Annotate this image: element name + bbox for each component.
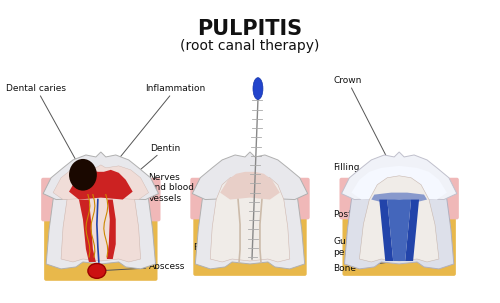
Text: File: File <box>194 239 253 251</box>
Polygon shape <box>43 152 158 200</box>
FancyBboxPatch shape <box>41 178 57 221</box>
Polygon shape <box>344 165 454 269</box>
Ellipse shape <box>385 211 403 223</box>
Text: Gutta
percha: Gutta percha <box>334 238 407 257</box>
Text: (root canal therapy): (root canal therapy) <box>180 39 320 53</box>
Ellipse shape <box>67 243 85 255</box>
Ellipse shape <box>51 225 67 237</box>
Text: Bone: Bone <box>334 257 421 273</box>
Ellipse shape <box>69 159 97 191</box>
FancyBboxPatch shape <box>44 193 158 281</box>
Text: Dentin: Dentin <box>122 144 181 185</box>
Polygon shape <box>360 176 439 262</box>
Ellipse shape <box>88 264 106 278</box>
Ellipse shape <box>52 202 74 216</box>
Ellipse shape <box>245 228 265 240</box>
Text: Abscess: Abscess <box>97 262 185 271</box>
FancyBboxPatch shape <box>443 178 459 219</box>
Polygon shape <box>69 170 132 200</box>
FancyBboxPatch shape <box>294 178 310 219</box>
FancyBboxPatch shape <box>342 193 456 276</box>
Ellipse shape <box>409 201 429 215</box>
Polygon shape <box>220 172 280 200</box>
Ellipse shape <box>253 78 263 99</box>
Polygon shape <box>46 165 156 269</box>
Text: Post: Post <box>334 210 411 224</box>
Polygon shape <box>210 173 290 262</box>
Ellipse shape <box>200 225 216 237</box>
Polygon shape <box>192 152 308 200</box>
Polygon shape <box>196 165 304 269</box>
Ellipse shape <box>87 211 105 223</box>
Text: PULPITIS: PULPITIS <box>198 19 302 39</box>
Polygon shape <box>79 200 96 262</box>
Ellipse shape <box>419 224 435 234</box>
Ellipse shape <box>202 202 223 216</box>
Ellipse shape <box>394 228 414 240</box>
FancyBboxPatch shape <box>194 193 306 276</box>
Ellipse shape <box>216 243 234 255</box>
Polygon shape <box>61 173 140 262</box>
Ellipse shape <box>406 246 422 256</box>
Ellipse shape <box>350 225 366 237</box>
Polygon shape <box>107 200 116 259</box>
Text: Crown: Crown <box>334 76 389 162</box>
Polygon shape <box>372 193 427 201</box>
Ellipse shape <box>120 224 136 234</box>
Ellipse shape <box>236 211 254 223</box>
Text: Nerves
and blood
vessels: Nerves and blood vessels <box>96 173 194 224</box>
Ellipse shape <box>96 228 116 240</box>
Polygon shape <box>342 152 457 200</box>
Text: Dental caries: Dental caries <box>6 84 83 173</box>
Polygon shape <box>352 166 447 200</box>
Polygon shape <box>380 200 393 261</box>
FancyBboxPatch shape <box>190 178 206 219</box>
Ellipse shape <box>366 243 384 255</box>
Text: Filling: Filling <box>334 163 407 196</box>
Polygon shape <box>405 200 419 261</box>
Ellipse shape <box>260 201 280 215</box>
Ellipse shape <box>270 224 286 234</box>
Text: Inflammation: Inflammation <box>106 84 206 175</box>
Polygon shape <box>53 165 148 200</box>
Ellipse shape <box>350 202 372 216</box>
FancyBboxPatch shape <box>144 178 160 221</box>
Polygon shape <box>387 200 411 261</box>
Ellipse shape <box>111 201 130 215</box>
FancyBboxPatch shape <box>340 178 355 219</box>
Ellipse shape <box>257 246 273 256</box>
Ellipse shape <box>108 246 124 256</box>
